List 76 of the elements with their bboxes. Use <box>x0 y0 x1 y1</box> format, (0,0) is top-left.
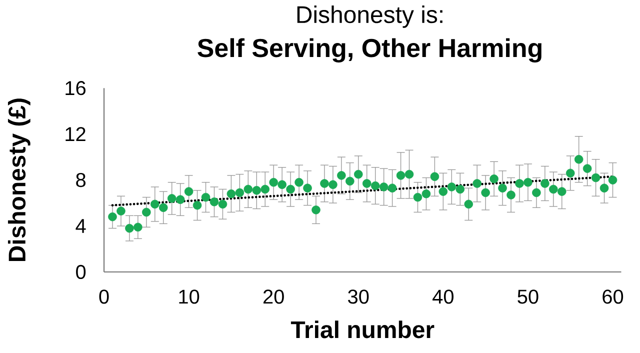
point <box>591 173 600 182</box>
point <box>150 200 160 209</box>
point <box>108 212 117 222</box>
point <box>557 187 566 196</box>
point <box>252 186 262 195</box>
x-tick-label: 20 <box>263 290 284 304</box>
point <box>116 206 126 216</box>
point <box>413 192 422 202</box>
point <box>244 184 253 194</box>
point <box>362 179 372 188</box>
point <box>506 190 516 200</box>
point <box>320 179 329 188</box>
point <box>235 188 244 198</box>
chart-subtitle: Self Serving, Other Harming <box>198 38 542 63</box>
point <box>294 178 304 187</box>
point <box>218 200 228 209</box>
point <box>303 184 312 192</box>
point <box>134 222 142 232</box>
point <box>328 180 338 190</box>
point <box>260 184 270 194</box>
point <box>574 154 584 164</box>
point <box>346 176 354 186</box>
point <box>312 206 320 214</box>
point <box>404 170 414 179</box>
point <box>608 176 618 184</box>
x-tick-label: 30 <box>348 290 369 304</box>
point <box>430 172 440 181</box>
point <box>192 200 202 210</box>
point <box>278 180 286 190</box>
point <box>142 208 151 217</box>
point <box>438 187 448 196</box>
point <box>456 184 465 194</box>
point <box>370 181 380 190</box>
point <box>176 195 185 204</box>
point <box>226 189 236 198</box>
y-tick-label: 12 <box>66 127 86 142</box>
point <box>379 182 388 192</box>
point <box>532 188 541 198</box>
point <box>167 194 176 203</box>
point <box>422 189 431 198</box>
point <box>388 184 397 192</box>
x-axis-title: Trial number <box>290 320 434 338</box>
point <box>210 197 219 206</box>
point <box>464 200 474 209</box>
x-tick-label: 10 <box>179 290 200 304</box>
y-axis-title: Dishonesty (£) <box>8 98 30 262</box>
point <box>540 179 550 188</box>
y-tick-label: 0 <box>76 264 86 280</box>
x-tick-label: 60 <box>602 290 624 304</box>
point <box>286 184 295 194</box>
point <box>481 188 490 198</box>
x-tick-label: 50 <box>518 290 538 304</box>
chart-title: Dishonesty is: <box>297 6 442 28</box>
point <box>354 170 363 179</box>
point <box>600 184 609 192</box>
point <box>184 187 194 196</box>
y-tick-label: 4 <box>76 219 86 233</box>
point <box>490 174 498 184</box>
y-tick-label: 8 <box>76 172 86 188</box>
point <box>396 171 406 180</box>
y-tick-label: 16 <box>66 81 86 96</box>
point <box>582 164 592 173</box>
point <box>549 184 558 194</box>
point <box>158 203 168 212</box>
point <box>515 179 524 188</box>
point <box>566 168 575 178</box>
point <box>524 178 532 187</box>
point <box>498 184 507 192</box>
point <box>472 179 482 188</box>
point <box>337 171 346 180</box>
x-tick-label: 40 <box>432 290 454 304</box>
x-tick-label: 0 <box>99 290 109 304</box>
point <box>125 224 134 233</box>
point <box>201 192 210 202</box>
point <box>269 178 278 187</box>
point <box>447 182 456 192</box>
